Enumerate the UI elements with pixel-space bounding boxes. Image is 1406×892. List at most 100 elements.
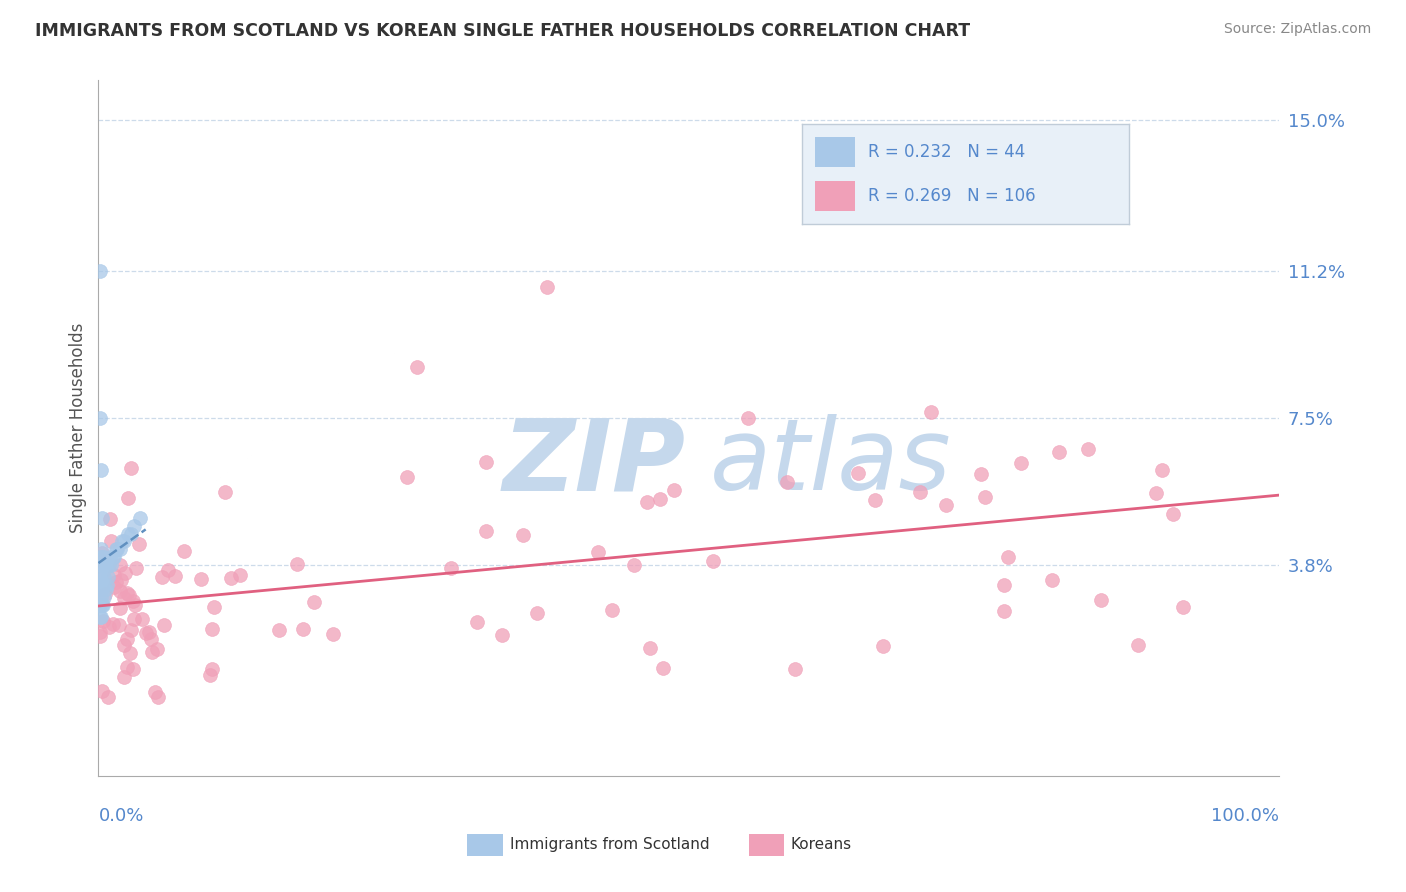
Point — [993, 578, 1015, 592]
Point — [139, 632, 162, 647]
Point — [153, 618, 176, 632]
Point — [128, 537, 150, 551]
Point — [108, 542, 131, 557]
Point — [94, 558, 117, 573]
Point — [973, 490, 995, 504]
Point — [970, 467, 993, 481]
Text: R = 0.232   N = 44: R = 0.232 N = 44 — [868, 143, 1025, 161]
Point — [91, 566, 114, 581]
Point — [97, 690, 120, 704]
Point — [491, 628, 513, 642]
Point — [993, 603, 1015, 617]
Point — [93, 570, 115, 584]
Point — [112, 534, 135, 549]
Point — [122, 594, 145, 608]
Point — [110, 573, 132, 587]
Y-axis label: Single Father Households: Single Father Households — [69, 323, 87, 533]
Point — [526, 606, 548, 620]
Point — [114, 566, 136, 581]
Point — [920, 405, 942, 419]
Point — [90, 578, 112, 592]
Point — [96, 578, 118, 592]
Point — [165, 569, 187, 583]
Point — [120, 460, 142, 475]
Point — [229, 568, 252, 582]
Point — [98, 558, 121, 573]
Point — [91, 578, 114, 592]
Point — [908, 485, 931, 500]
Point — [846, 467, 869, 481]
Text: IMMIGRANTS FROM SCOTLAND VS KOREAN SINGLE FATHER HOUSEHOLDS CORRELATION CHART: IMMIGRANTS FROM SCOTLAND VS KOREAN SINGL… — [35, 22, 970, 40]
Text: Immigrants from Scotland: Immigrants from Scotland — [509, 838, 709, 852]
Text: 0.0%: 0.0% — [98, 807, 143, 825]
Point — [1173, 599, 1195, 614]
Point — [111, 534, 134, 549]
Point — [98, 550, 121, 565]
Point — [94, 582, 117, 597]
Point — [87, 590, 110, 604]
Point — [91, 598, 114, 612]
Point — [89, 570, 111, 584]
Point — [117, 491, 139, 506]
Point — [156, 563, 179, 577]
Point — [1150, 463, 1173, 477]
Point — [120, 624, 142, 638]
Point — [89, 582, 111, 597]
Point — [90, 590, 112, 604]
Point — [125, 561, 148, 575]
Point — [648, 492, 671, 507]
Point — [1047, 445, 1070, 459]
Point — [150, 570, 173, 584]
Point — [1010, 456, 1032, 470]
Point — [285, 557, 308, 571]
Point — [201, 623, 224, 637]
Point — [100, 558, 122, 573]
Point — [122, 662, 145, 676]
Point — [96, 558, 118, 573]
Point — [997, 549, 1019, 564]
Point — [101, 550, 124, 565]
Point — [737, 411, 759, 425]
Point — [1040, 574, 1063, 588]
Point — [108, 600, 131, 615]
Point — [131, 612, 153, 626]
Point — [98, 620, 121, 634]
Point — [90, 463, 112, 477]
Point — [108, 618, 131, 632]
Point — [141, 645, 163, 659]
Text: R = 0.269   N = 106: R = 0.269 N = 106 — [868, 187, 1035, 205]
Text: 100.0%: 100.0% — [1212, 807, 1279, 825]
Point — [91, 510, 114, 524]
Point — [128, 510, 150, 524]
Point — [89, 625, 111, 640]
Point — [91, 558, 114, 573]
Point — [121, 526, 143, 541]
Point — [935, 499, 957, 513]
Point — [100, 534, 122, 549]
Point — [89, 610, 111, 624]
Text: Koreans: Koreans — [790, 838, 852, 852]
Point — [138, 624, 160, 639]
Point — [200, 668, 222, 682]
Point — [89, 598, 111, 612]
Point — [322, 627, 344, 641]
Point — [105, 542, 128, 557]
Point — [105, 574, 128, 589]
Point — [1126, 638, 1149, 652]
Point — [117, 660, 139, 674]
Point — [474, 524, 496, 538]
Point — [396, 470, 419, 484]
Point — [702, 554, 724, 568]
Text: Source: ZipAtlas.com: Source: ZipAtlas.com — [1223, 22, 1371, 37]
Point — [1161, 507, 1184, 521]
Point — [148, 690, 170, 704]
Point — [89, 264, 111, 278]
Point — [91, 550, 114, 565]
Point — [89, 550, 111, 565]
Point — [90, 684, 112, 698]
Point — [110, 583, 132, 598]
Point — [103, 617, 125, 632]
Point — [465, 615, 488, 629]
Point — [863, 493, 886, 508]
Point — [135, 625, 157, 640]
